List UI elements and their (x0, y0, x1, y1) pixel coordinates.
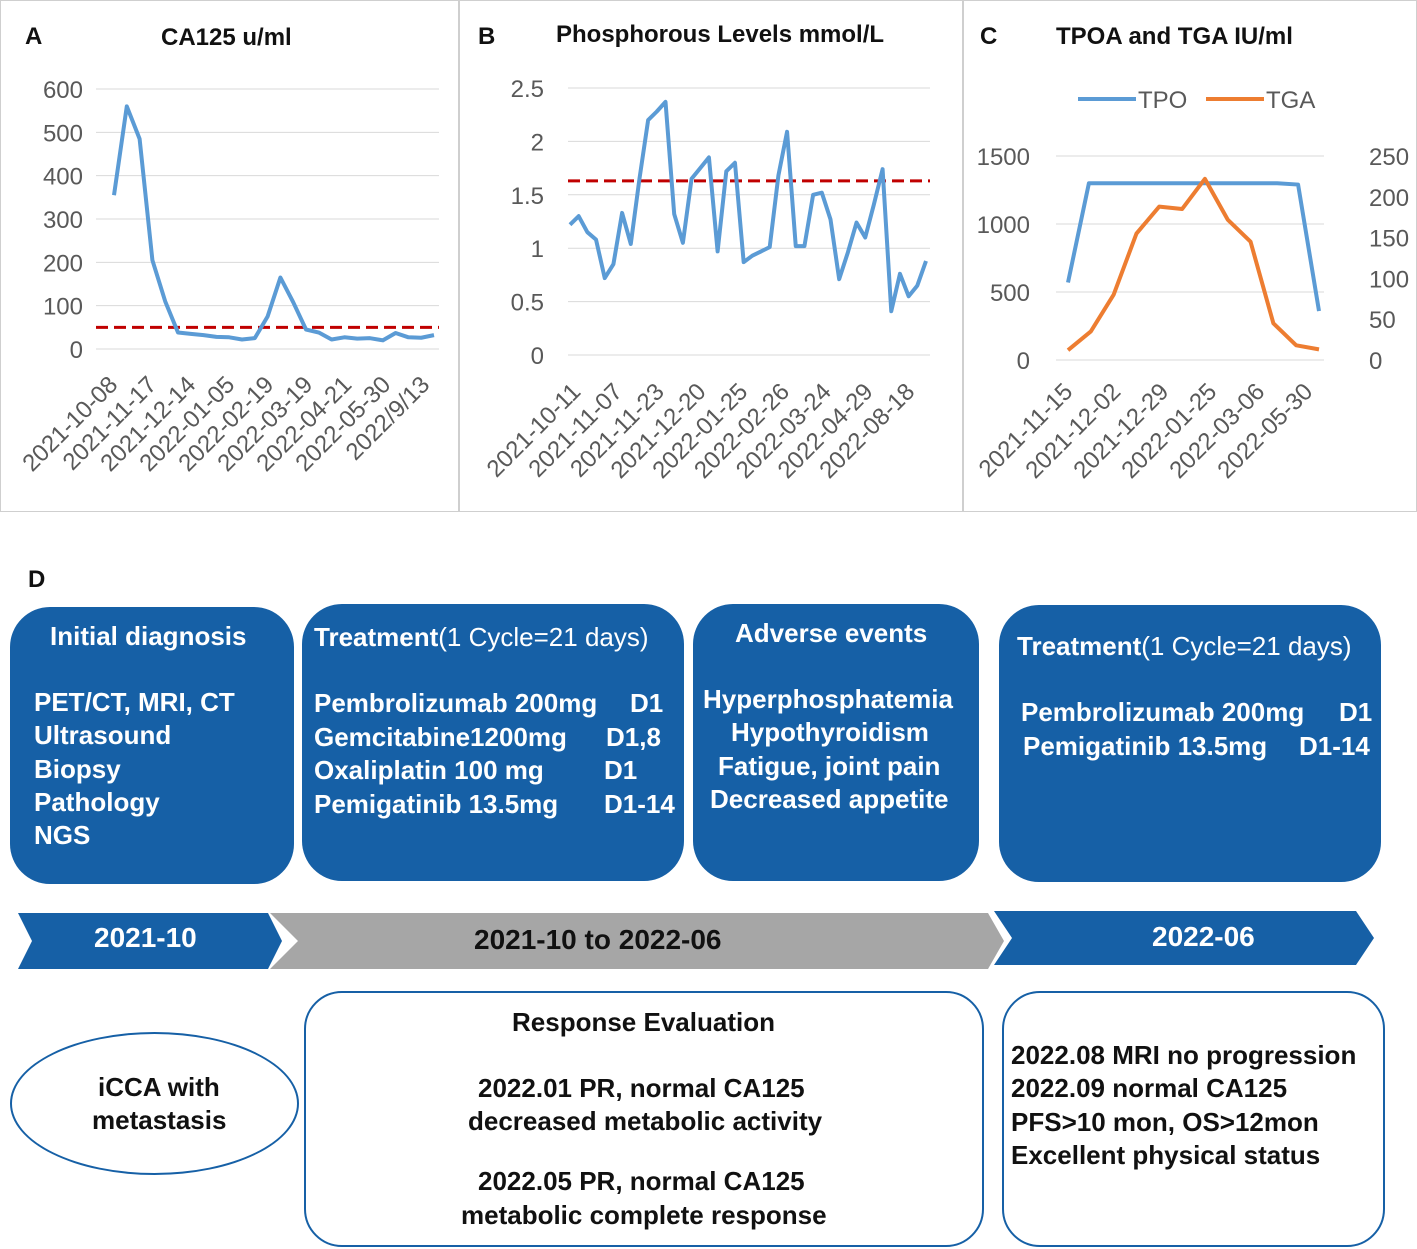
treatment1-drug: Pemigatinib 13.5mg (314, 789, 559, 819)
y-tick-label: 0.5 (511, 290, 544, 317)
adverse-events-title: Adverse events (735, 618, 928, 648)
panel-letter-b: B (478, 23, 496, 50)
treatment1-drug: Gemcitabine1200mg (314, 722, 567, 752)
response-evaluation-box: Response Evaluation 2022.01 PR, normal C… (304, 991, 984, 1247)
treatment1-drug: Pembrolizumab 200mg (314, 688, 598, 718)
chart-b-title: Phosphorous Levels mmol/L (556, 21, 885, 48)
response-evaluation-title: Response Evaluation (512, 1007, 775, 1037)
diagnosis-item: NGS (34, 820, 91, 850)
treatment-phase1-box: Treatment(1 Cycle=21 days) Pembrolizumab… (302, 604, 684, 881)
initial-diagnosis-box: Initial diagnosis PET/CT, MRI, CT Ultras… (10, 607, 294, 884)
follow-up-line: 2022.09 normal CA125 (1011, 1073, 1288, 1103)
y-tick-label-left: 500 (990, 280, 1030, 307)
panel-letter-d: D (28, 566, 46, 593)
legend-label-tpo: TPO (1138, 87, 1187, 114)
treatment1-drug: Oxaliplatin 100 mg (314, 755, 544, 785)
y-tick-label-right: 0 (1369, 348, 1382, 375)
response-line: decreased metabolic activity (468, 1106, 823, 1136)
follow-up-box: 2022.08 MRI no progression 2022.09 norma… (1002, 991, 1385, 1247)
treatment2-day: D1-14 (1299, 731, 1370, 761)
y-tick-label-right: 200 (1369, 185, 1409, 212)
adverse-event-item: Hypothyroidism (731, 717, 929, 747)
follow-up-line: 2022.08 MRI no progression (1011, 1040, 1357, 1070)
treatment1-day: D1-14 (604, 789, 675, 819)
diagnosis-item: Biopsy (34, 754, 121, 784)
series-line-phosphorus (568, 99, 928, 314)
initial-diagnosis-ellipse: iCCA with metastasis (10, 1032, 299, 1175)
diagnosis-result-line: iCCA with (98, 1072, 220, 1102)
treatment1-title: Treatment(1 Cycle=21 days) (314, 622, 649, 652)
panel-letter-a: A (25, 23, 43, 50)
y-tick-label: 100 (43, 294, 83, 321)
y-tick-label: 1 (531, 236, 544, 263)
treatment-phase2-box: Treatment(1 Cycle=21 days) Pembrolizumab… (999, 605, 1381, 882)
y-tick-label: 0 (70, 337, 83, 364)
diagnosis-item: PET/CT, MRI, CT (34, 687, 235, 717)
timeline-middle-label: 2021-10 to 2022-06 (474, 924, 722, 955)
adverse-event-item: Fatigue, joint pain (718, 751, 941, 781)
y-tick-label-right: 50 (1369, 307, 1396, 334)
panel-c-thyroid-chart: C TPOA and TGA IU/ml 1500 1000 500 0 250 200 1… (963, 0, 1417, 512)
y-tick-label: 400 (43, 164, 83, 191)
treatment1-day: D1 (630, 688, 664, 718)
treatment1-day: D1 (604, 755, 638, 785)
chart-b-plot: 2.521.510.502021-10-112021-11-072021-11-… (482, 76, 930, 484)
timeline-arrow-end (994, 911, 1374, 965)
response-line: 2022.01 PR, normal CA125 (478, 1073, 805, 1103)
series-line-tpo (1066, 181, 1321, 312)
diagnosis-item: Ultrasound (34, 720, 172, 750)
y-tick-label-left: 0 (1017, 348, 1030, 375)
follow-up-line: Excellent physical status (1011, 1140, 1321, 1170)
adverse-events-box: Adverse events Hyperphosphatemia Hypothy… (693, 604, 979, 881)
series-line-tga (1066, 176, 1320, 352)
panel-b-phosphorus-chart: B Phosphorous Levels mmol/L 2.5 2 1.5 1 0.5 0… (459, 0, 963, 512)
treatment2-day: D1 (1339, 697, 1373, 727)
timeline-start-label: 2021-10 (94, 922, 197, 953)
y-tick-label: 1.5 (511, 183, 544, 210)
y-tick-label: 2 (531, 129, 544, 156)
legend-label-tga: TGA (1266, 87, 1315, 114)
response-line: 2022.05 PR, normal CA125 (478, 1166, 805, 1196)
panel-a-ca125-chart: A CA125 u/ml 600 500 400 300 200 100 0 2021-10-… (0, 0, 459, 512)
y-tick-label: 2.5 (511, 76, 544, 103)
adverse-event-item: Decreased appetite (710, 784, 949, 814)
initial-diagnosis-title: Initial diagnosis (50, 621, 247, 651)
y-tick-label: 0 (531, 343, 544, 370)
timeline-end-label: 2022-06 (1152, 921, 1255, 952)
y-tick-label: 500 (43, 120, 83, 147)
y-tick-label-right: 250 (1369, 144, 1409, 171)
timeline-arrow-start (18, 913, 282, 969)
timeline-arrows (18, 911, 1374, 969)
panel-letter-c: C (980, 23, 998, 50)
timeline-arrow-middle (270, 913, 1004, 969)
treatment2-title: Treatment(1 Cycle=21 days) (1017, 631, 1352, 661)
adverse-event-item: Hyperphosphatemia (703, 684, 953, 714)
treatment2-drug: Pemigatinib 13.5mg (1023, 731, 1268, 761)
chart-c-title: TPOA and TGA IU/ml (1056, 23, 1293, 50)
diagnosis-result-line: metastasis (92, 1105, 227, 1135)
follow-up-line: PFS>10 mon, OS>12mon (1011, 1107, 1319, 1137)
y-tick-label-left: 1000 (977, 212, 1030, 239)
chart-a-plot: 60050040030020010002021-10-082021-11-172… (17, 77, 439, 477)
y-tick-label: 300 (43, 207, 83, 234)
diagnosis-item: Pathology (34, 787, 160, 817)
response-line: metabolic complete response (461, 1200, 827, 1230)
y-tick-label-right: 150 (1369, 226, 1409, 253)
y-tick-label-right: 100 (1369, 266, 1409, 293)
y-tick-label-left: 1500 (977, 144, 1030, 171)
y-tick-label: 200 (43, 250, 83, 277)
treatment1-day: D1,8 (606, 722, 661, 752)
y-tick-label: 600 (43, 77, 83, 104)
treatment2-drug: Pembrolizumab 200mg (1021, 697, 1305, 727)
chart-a-title: CA125 u/ml (161, 24, 292, 51)
series-line-ca125 (112, 104, 435, 343)
